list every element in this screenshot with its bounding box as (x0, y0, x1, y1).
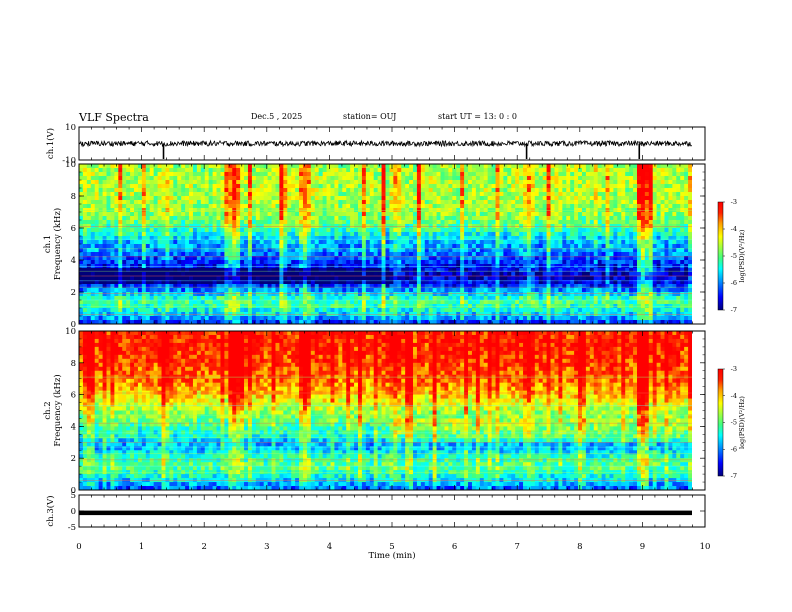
y-tick-label: -10 (62, 156, 76, 166)
header-date: Dec.5 , 2025 (251, 112, 303, 121)
colorbar-label: log(PSD)(V²/Hz) (738, 396, 746, 449)
y-axis-label: ch.3(V) (45, 495, 56, 526)
colorbar-tick-label: -7 (731, 472, 737, 480)
x-tick-label: 3 (264, 542, 269, 552)
spectrogram-ch2 (79, 331, 693, 491)
colorbar-tick-label: -6 (731, 445, 737, 453)
y-tick-label: 8 (71, 359, 76, 369)
no-data-strip (692, 164, 705, 324)
y-axis-channel-label: ch.2 (43, 401, 53, 419)
colorbar-tick-label: -6 (731, 279, 737, 287)
y-tick-label: 6 (71, 224, 76, 234)
colorbar-tick-label: -3 (731, 198, 737, 206)
x-axis-label: Time (min) (368, 550, 415, 561)
y-tick-label: 6 (71, 391, 76, 401)
interference-lines-ch2 (79, 376, 692, 481)
colorbar-label: log(PSD)(V²/Hz) (738, 229, 746, 282)
colorbar-tick-label: -5 (731, 252, 737, 260)
y-tick-label: 2 (71, 288, 76, 298)
x-tick-label: 1 (139, 542, 144, 552)
x-tick-label: 8 (577, 542, 582, 552)
chart-title: VLF Spectra (79, 111, 149, 124)
y-axis-label: Frequency (kHz) (52, 374, 63, 446)
colorbar (717, 201, 724, 311)
ch3-waveform (79, 510, 692, 516)
colorbar (717, 368, 724, 477)
x-tick-label: 6 (452, 542, 457, 552)
colorbar-tick-label: -4 (731, 225, 737, 233)
y-tick-label: 8 (71, 192, 76, 202)
colorbar-tick-label: -5 (731, 419, 737, 427)
x-tick-label: 5 (389, 542, 394, 552)
y-tick-label: 2 (71, 454, 76, 464)
y-tick-label: 0 (71, 320, 76, 330)
colorbar-tick-label: -3 (731, 365, 737, 373)
y-tick-label: 4 (71, 256, 76, 266)
y-tick-label: 10 (65, 327, 76, 337)
header-start-time: start UT = 13: 0 : 0 (438, 112, 517, 121)
x-tick-label: 2 (201, 542, 206, 552)
y-tick-label: 10 (65, 160, 76, 170)
colorbar-tick-label: -4 (731, 392, 737, 400)
y-axis-label: ch.1(V) (45, 128, 56, 159)
x-tick-label: 9 (640, 542, 645, 552)
header-station: station= OUJ (343, 112, 397, 121)
y-tick-label: 4 (71, 422, 76, 432)
y-axis-label: Frequency (kHz) (52, 208, 63, 280)
y-tick-label: -5 (68, 523, 76, 533)
x-tick-label: 7 (514, 542, 519, 552)
y-axis-channel-label: ch.1 (43, 235, 53, 253)
y-tick-label: 0 (71, 507, 76, 517)
no-data-strip (692, 331, 705, 490)
y-tick-label: 0 (71, 486, 76, 496)
interference-lines-ch1 (79, 210, 692, 315)
x-tick-label: 0 (76, 542, 81, 552)
x-tick-label: 4 (327, 542, 332, 552)
x-tick-label: 10 (700, 542, 711, 552)
colorbar-tick-label: -7 (731, 306, 737, 314)
ch1-waveform (78, 139, 692, 148)
y-tick-label: 5 (71, 491, 76, 501)
y-tick-label: 10 (65, 123, 76, 133)
